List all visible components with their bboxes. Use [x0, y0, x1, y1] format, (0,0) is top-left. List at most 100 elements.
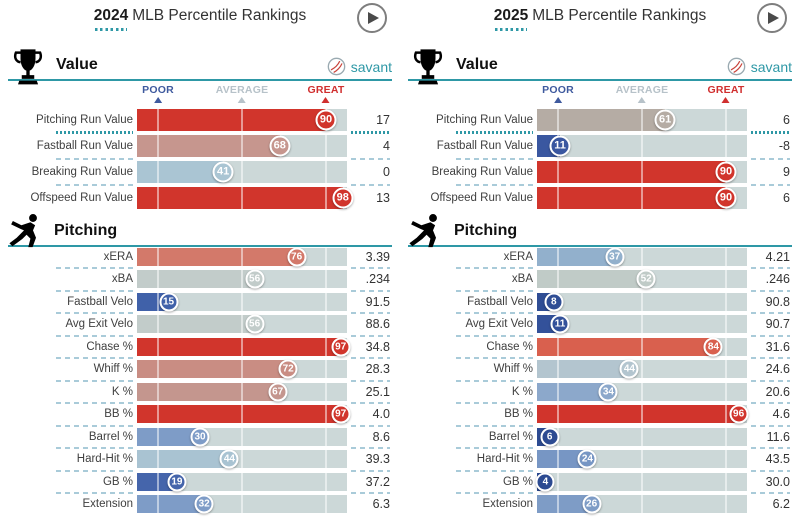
gridline-50 [241, 186, 243, 209]
stat-value: .234 [365, 272, 390, 287]
stat-value: 4.21 [765, 249, 790, 264]
bar-track: 6 [537, 427, 747, 447]
value-section: Value savant POOR [0, 43, 400, 209]
bar-fill [137, 315, 255, 334]
play-button[interactable] [757, 3, 787, 33]
stat-label: K % [511, 385, 533, 398]
percentile-bubble: 26 [582, 494, 602, 514]
stat-value: 43.5 [765, 452, 790, 467]
bar-track: 84 [537, 337, 747, 357]
gridline-10 [157, 160, 159, 183]
gridline-50 [641, 315, 643, 334]
percentile-bubble: 30 [190, 427, 210, 447]
pitcher-icon [409, 214, 437, 248]
scale-marker-poor: POOR [142, 84, 174, 103]
savant-logo[interactable]: savant [727, 57, 792, 76]
gridline-50 [241, 360, 243, 379]
great-triangle-icon [721, 97, 730, 103]
stat-value: -8 [778, 138, 790, 153]
row-separator [0, 447, 400, 450]
gridline-90 [325, 382, 327, 401]
stat-label: Avg Exit Velo [65, 318, 133, 331]
percentile-bubble: 68 [269, 135, 291, 156]
gridline-90 [725, 270, 727, 289]
gridline-10 [557, 450, 559, 469]
percentile-bubble: 56 [245, 269, 265, 289]
row-separator [400, 289, 800, 292]
gridline-10 [157, 270, 159, 289]
savant-logo[interactable]: savant [327, 57, 392, 76]
value-rows: Pitching Run Value 90 17 Fastball Run Va… [0, 108, 400, 209]
average-triangle-icon [637, 97, 646, 103]
stat-label: Whiff % [493, 363, 533, 376]
stat-row: Fastball Velo 15 91.5 [0, 292, 400, 312]
bar-fill [137, 270, 255, 289]
play-button[interactable] [357, 3, 387, 33]
bar-fill [137, 160, 224, 183]
panel-title: MLB Percentile Rankings [132, 7, 307, 24]
stat-value: 31.6 [765, 339, 790, 354]
stat-label: xERA [103, 250, 133, 263]
percentile-bubble: 34 [598, 382, 618, 402]
stat-row: Extension 32 6.3 [0, 494, 400, 515]
stat-row: K % 34 20.6 [400, 382, 800, 402]
percentile-bubble: 96 [729, 404, 749, 424]
stat-value: 4.6 [772, 407, 790, 422]
section-title: Value [56, 56, 98, 73]
season-panel: 2024 MLB Percentile Rankings Value [0, 3, 400, 515]
savant-label: savant [350, 58, 392, 75]
stat-value: 20.6 [765, 384, 790, 399]
gridline-10 [557, 337, 559, 356]
gridline-50 [241, 495, 243, 514]
gridline-50 [641, 337, 643, 356]
percentile-bubble: 90 [715, 187, 737, 208]
stat-label: GB % [102, 475, 133, 488]
stat-row: Offspeed Run Value 98 13 [0, 186, 400, 209]
gridline-10 [557, 160, 559, 183]
scale-header: POOR AVERAGE GREAT [400, 84, 800, 108]
stat-label: Pitching Run Value [436, 113, 533, 126]
scale-marker-great: GREAT [708, 84, 745, 103]
stat-value: 11.6 [766, 429, 790, 444]
gridline-50 [241, 450, 243, 469]
pitching-section-header: Pitching [8, 214, 392, 248]
gridline-10 [557, 405, 559, 424]
bar-fill [137, 405, 341, 424]
bar-fill [537, 337, 714, 356]
bar-track: 11 [537, 314, 747, 334]
gridline-10 [157, 134, 159, 157]
percentile-bubble: 56 [245, 314, 265, 334]
stat-row: Avg Exit Velo 56 88.6 [0, 314, 400, 335]
percentile-bubble: 32 [194, 494, 214, 514]
great-triangle-icon [321, 97, 330, 103]
gridline-90 [725, 472, 727, 491]
stat-label: Whiff % [93, 363, 133, 376]
bar-track: 8 [537, 292, 747, 312]
row-separator [0, 379, 400, 382]
bar-track: 4 [535, 472, 747, 492]
gridline-50 [641, 495, 643, 514]
bar-track: 96 [537, 404, 749, 424]
stat-row: Breaking Run Value 90 9 [400, 160, 800, 183]
gridline-50 [641, 292, 643, 311]
value-rows: Pitching Run Value 61 6 Fastball Run Val… [400, 108, 800, 209]
stat-label: Pitching Run Value [36, 113, 133, 126]
row-separator [0, 334, 400, 337]
gridline-90 [325, 427, 327, 446]
gridline-50 [241, 337, 243, 356]
gridline-90 [325, 495, 327, 514]
stat-value: 6 [783, 190, 790, 205]
gridline-90 [725, 495, 727, 514]
bar-track: 90 [537, 186, 747, 209]
stat-row: K % 67 25.1 [0, 382, 400, 402]
row-separator-highlight [400, 131, 800, 134]
percentile-bubble: 90 [715, 161, 737, 182]
stat-label: Chase % [486, 340, 533, 353]
stat-label: Breaking Run Value [31, 165, 133, 178]
bar-fill [137, 186, 343, 209]
row-separator [400, 183, 800, 186]
bar-fill [537, 186, 726, 209]
stat-label: Extension [82, 498, 133, 511]
bar-track: 61 [537, 108, 747, 131]
row-separator [0, 183, 400, 186]
